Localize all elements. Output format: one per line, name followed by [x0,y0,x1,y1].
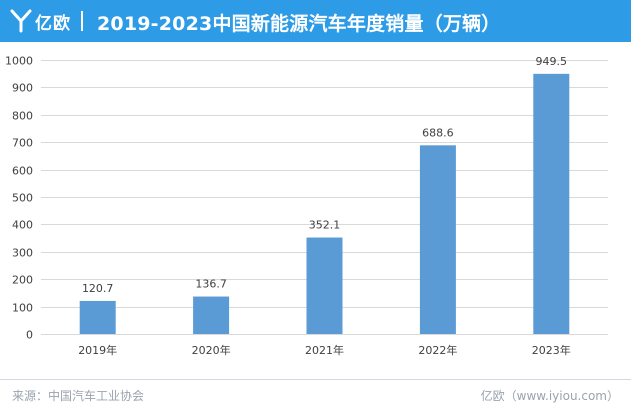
data-label: 352.1 [309,219,341,232]
y-tick-label: 600 [12,165,33,178]
x-tick-label: 2020年 [192,343,231,357]
footer: 来源：中国汽车工业协会 亿欧（www.iyiou.com） [0,372,631,416]
x-tick-label: 2022年 [418,343,457,357]
logo: 亿欧 [10,6,71,36]
header-divider [81,11,83,31]
credit-note: 亿欧（www.iyiou.com） [480,389,619,403]
x-tick-label: 2019年 [78,343,117,357]
value-labels: 120.7 136.7 352.1 688.6 949.5 [82,55,567,295]
y-tick-label: 400 [12,219,33,232]
y-tick-label: 200 [12,274,33,287]
data-label: 949.5 [536,55,568,68]
bar [306,237,343,334]
data-label: 120.7 [82,282,114,295]
gridlines [41,60,608,335]
bar [419,145,456,334]
bars [79,73,570,334]
footer-divider [0,379,631,380]
page-title: 2019-2023中国新能源汽车年度销量（万辆） [97,13,501,35]
y-tick-label: 800 [12,110,33,123]
bar [193,296,230,334]
x-tick-label: 2023年 [532,343,571,357]
y-tick-label: 1000 [5,55,33,68]
source-note: 来源：中国汽车工业协会 [12,389,145,403]
y-tick-label: 900 [12,82,33,95]
y-tick-label: 500 [12,192,33,205]
y-tick-label: 0 [26,329,33,342]
data-label: 688.6 [422,126,454,139]
chart-area: 0 100 200 300 400 500 600 700 800 900 1000 120.7 13… [0,42,631,372]
y-tick-label: 300 [12,247,33,260]
bar-chart: 0 100 200 300 400 500 600 700 800 900 1000 120.7 13… [5,55,608,357]
logo-icon [10,9,32,33]
bar [533,73,570,334]
y-axis-ticks: 0 100 200 300 400 500 600 700 800 900 1000 [5,55,33,342]
data-label: 136.7 [195,278,227,291]
bar [79,300,116,334]
y-tick-label: 700 [12,137,33,150]
x-axis-ticks: 2019年 2020年 2021年 2022年 2023年 [78,343,571,357]
x-tick-label: 2021年 [305,343,344,357]
logo-text: 亿欧 [35,13,71,34]
header-banner: 亿欧 2019-2023中国新能源汽车年度销量（万辆） [0,0,631,42]
y-tick-label: 100 [12,302,33,315]
